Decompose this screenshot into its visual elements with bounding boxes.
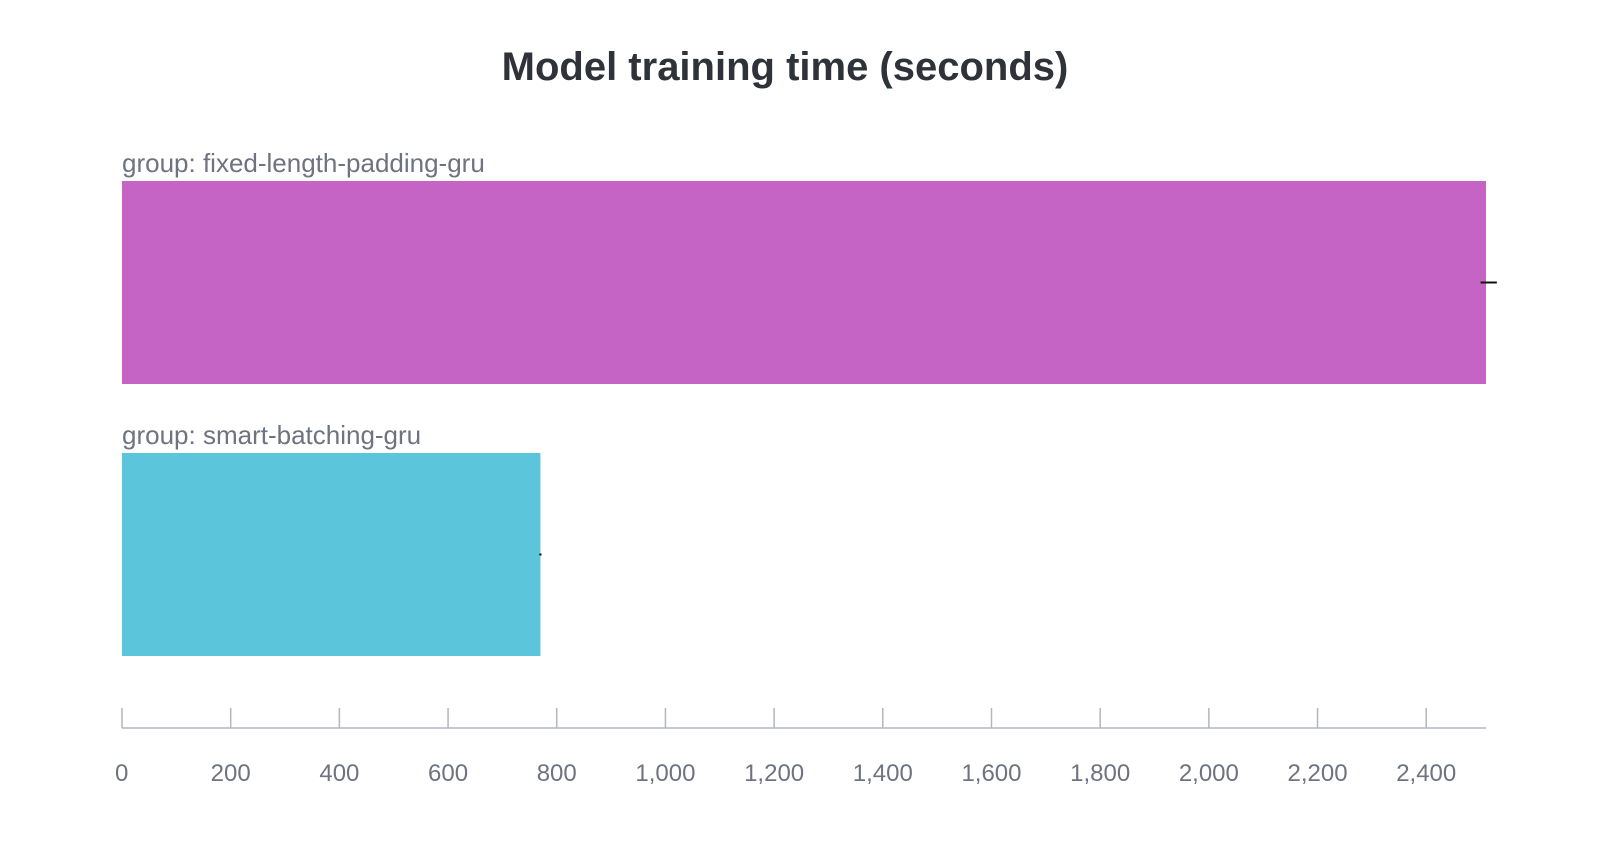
bar[interactable] xyxy=(122,181,1486,384)
x-tick-label: 1,200 xyxy=(744,760,804,787)
x-tick-label: 2,200 xyxy=(1288,760,1348,787)
x-tick-label: 1,600 xyxy=(961,760,1021,787)
x-tick-label: 2,000 xyxy=(1179,760,1239,787)
chart-title: Model training time (seconds) xyxy=(502,45,1069,89)
x-tick-label: 1,800 xyxy=(1070,760,1130,787)
x-tick-label: 200 xyxy=(211,760,251,787)
x-tick-label: 1,000 xyxy=(635,760,695,787)
bar[interactable] xyxy=(122,453,541,656)
x-axis: 0 200 400 600 800 1,000 1,200 1,400 1,600 1,800 2,… xyxy=(115,708,1486,787)
bar-label: group: fixed-length-padding-gru xyxy=(122,148,485,178)
x-tick-label: 1,400 xyxy=(853,760,913,787)
bars-layer: group: fixed-length-padding-gru group: sm… xyxy=(122,148,1497,656)
x-tick-label: 800 xyxy=(537,760,577,787)
x-tick-label: 600 xyxy=(428,760,468,787)
x-tick-label: 400 xyxy=(319,760,359,787)
x-tick-label: 2,400 xyxy=(1396,760,1456,787)
bar-label: group: smart-batching-gru xyxy=(122,420,421,450)
x-tick-label: 0 xyxy=(115,760,128,787)
